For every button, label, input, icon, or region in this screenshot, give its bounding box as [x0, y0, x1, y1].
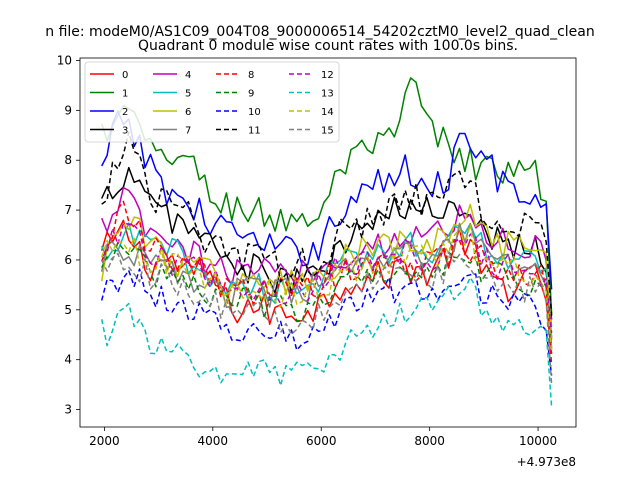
legend-label-3: 3	[122, 126, 128, 137]
series-line-10	[100, 268, 553, 376]
x-axis-offset-label: +4.973e8	[517, 455, 576, 469]
plot-area	[79, 57, 577, 428]
y-tick-label: 8	[64, 153, 72, 167]
legend-label-10: 10	[248, 107, 261, 118]
chart-title: Quadrant 0 module wise count rates with …	[138, 38, 518, 54]
y-axis-ticks: 3 4 5 6 7 8 9 10	[57, 53, 80, 417]
series-line-11	[101, 131, 553, 316]
series-line-1	[100, 77, 553, 315]
legend-label-12: 12	[321, 70, 334, 81]
y-tick-label: 6	[64, 253, 72, 267]
legend-label-7: 7	[185, 126, 191, 137]
series-line-7	[100, 222, 553, 350]
legend-label-14: 14	[321, 107, 334, 118]
legend-label-13: 13	[321, 89, 334, 100]
legend-label-1: 1	[122, 89, 128, 100]
series-line-13	[100, 276, 553, 408]
series-line-5	[101, 222, 553, 328]
y-tick-label: 5	[64, 303, 72, 317]
series-line-15	[101, 251, 553, 385]
series-line-2	[101, 110, 553, 290]
legend-label-5: 5	[185, 89, 191, 100]
legend-label-4: 4	[185, 70, 191, 81]
y-tick-label: 9	[64, 103, 72, 117]
x-tick-label: 4000	[198, 434, 229, 448]
series-line-8	[100, 200, 553, 366]
legend-label-15: 15	[321, 126, 334, 137]
y-tick-label: 3	[64, 403, 72, 417]
x-tick-label: 10000	[519, 434, 557, 448]
y-tick-label: 4	[64, 353, 72, 367]
legend-label-6: 6	[185, 107, 191, 118]
legend-label-9: 9	[248, 89, 254, 100]
y-tick-label: 10	[57, 53, 72, 67]
legend-box	[84, 61, 340, 143]
x-tick-label: 2000	[89, 434, 120, 448]
x-tick-label: 8000	[414, 434, 445, 448]
legend-label-2: 2	[122, 107, 128, 118]
axes-frame	[79, 57, 577, 428]
series-layer	[100, 77, 553, 408]
x-axis-ticks: 2000 4000 6000 8000 10000	[89, 427, 557, 448]
legend-label-8: 8	[248, 70, 254, 81]
x-tick-label: 6000	[306, 434, 337, 448]
series-line-12	[101, 222, 553, 334]
series-line-14	[100, 223, 553, 351]
y-tick-label: 7	[64, 203, 72, 217]
legend-label-11: 11	[248, 126, 261, 137]
legend-label-0: 0	[122, 70, 128, 81]
figure-suptitle: n file: modeM0/AS1C09_004T08_9000006514_…	[45, 24, 594, 40]
series-line-9	[101, 241, 553, 347]
